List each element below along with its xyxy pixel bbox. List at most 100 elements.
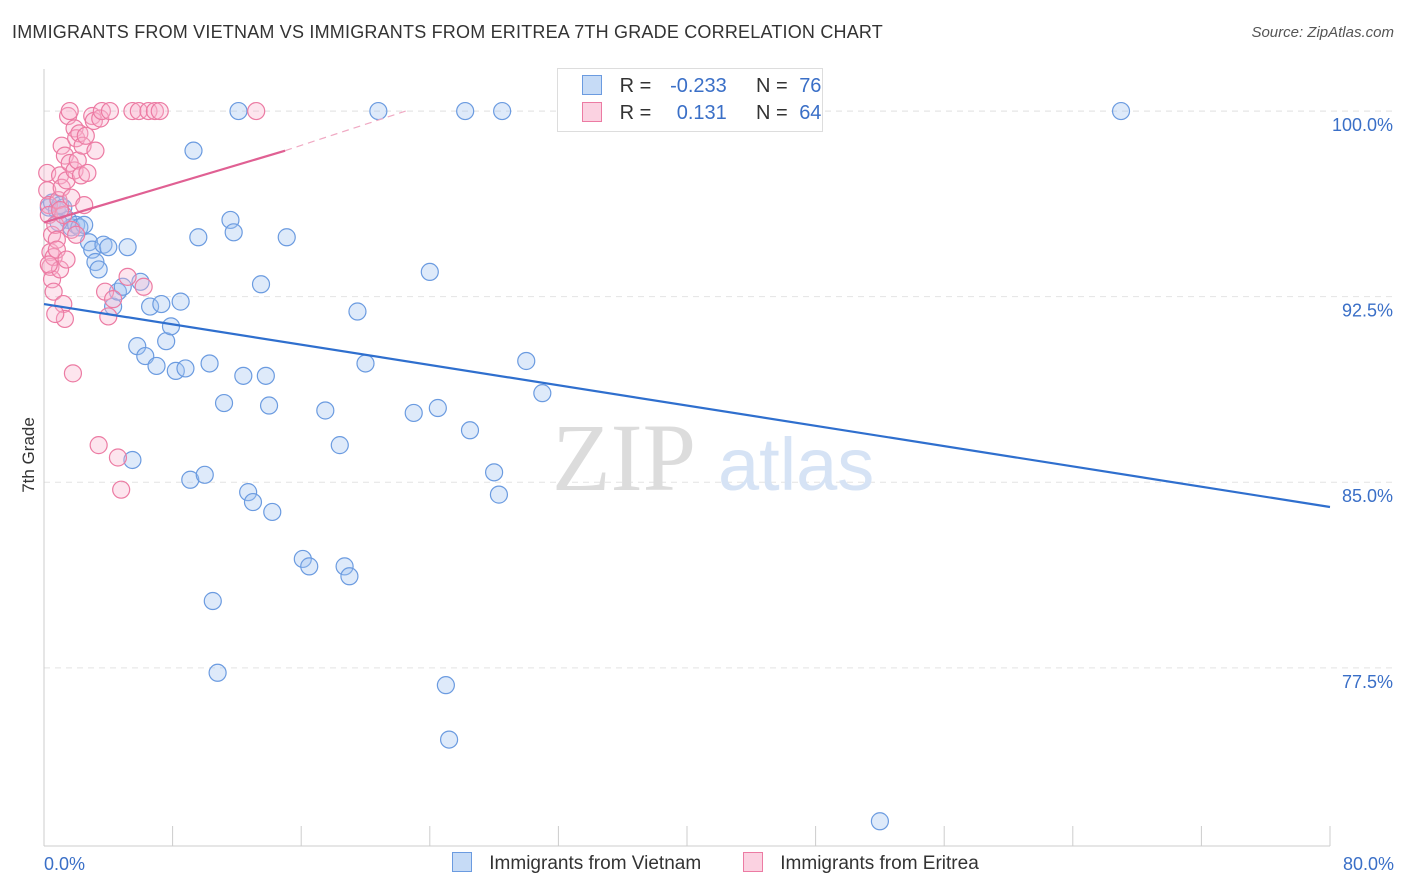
vietnam-point — [113, 277, 132, 296]
eritrea-point — [118, 267, 137, 286]
y-axis-title: 7th Grade — [19, 417, 38, 493]
vietnam-point — [176, 359, 195, 378]
vietnam-point — [243, 492, 263, 512]
eritrea-point — [99, 307, 118, 326]
r-value-vietnam: -0.233 — [670, 75, 727, 97]
vietnam-point — [259, 396, 279, 415]
vietnam-point — [152, 294, 171, 314]
vietnam-point — [123, 450, 142, 470]
legend-label-vietnam: Immigrants from Vietnam — [489, 853, 702, 874]
vietnam-point — [300, 557, 319, 576]
eritrea-point — [104, 290, 123, 309]
vietnam-point — [189, 228, 208, 247]
vietnam-point — [489, 485, 509, 504]
eritrea-point — [55, 309, 74, 329]
eritrea-point — [91, 109, 110, 128]
vietnam-point — [356, 354, 375, 373]
watermark-zip: ZIP — [552, 404, 696, 511]
vietnam-point — [420, 262, 439, 282]
vietnam-point — [456, 101, 475, 121]
r-label: R = — [619, 75, 652, 97]
eritrea-point — [44, 282, 63, 301]
grid-lines — [44, 110, 1394, 669]
vietnam-point — [348, 302, 367, 321]
eritrea-point — [52, 136, 71, 155]
vietnam-point — [439, 730, 459, 749]
x-tick-label-min: 0.0% — [44, 854, 85, 874]
eritrea-point — [150, 101, 169, 121]
vietnam-point — [533, 384, 552, 403]
eritrea-point — [108, 448, 128, 467]
eritrea-point — [134, 277, 153, 296]
vietnam-point — [89, 260, 108, 279]
vietnam-point — [460, 421, 480, 440]
vietnam-point — [517, 351, 536, 371]
vietnam-point — [147, 356, 166, 376]
watermark: ZIP atlas — [552, 404, 874, 511]
y-tick-label: 85.0% — [1342, 486, 1393, 506]
n-label: N = — [755, 102, 788, 124]
vietnam-point — [184, 141, 203, 160]
vietnam-point — [200, 354, 219, 373]
vietnam-point — [340, 567, 359, 586]
vietnam-point — [436, 676, 455, 695]
eritrea-point — [50, 260, 70, 279]
n-value-vietnam: 76 — [799, 75, 822, 97]
eritrea-point — [145, 101, 165, 121]
y-tick-label: 77.5% — [1342, 672, 1393, 692]
eritrea-point — [67, 225, 86, 244]
vietnam-point — [203, 591, 222, 611]
legend-label-eritrea: Immigrants from Eritrea — [780, 853, 979, 874]
watermark-atlas: atlas — [718, 423, 874, 506]
eritrea-trend-line — [43, 149, 286, 224]
vietnam-point — [208, 663, 227, 682]
chart-title: IMMIGRANTS FROM VIETNAM VS IMMIGRANTS FR… — [12, 22, 883, 42]
vietnam-point — [369, 101, 388, 121]
eritrea-point — [60, 101, 79, 121]
eritrea-point — [129, 101, 148, 121]
eritrea-swatch — [582, 102, 602, 122]
eritrea-point — [39, 195, 58, 215]
n-label: N = — [755, 75, 788, 97]
vietnam-point — [224, 223, 243, 242]
vietnam-point — [239, 483, 258, 502]
vietnam-point — [214, 393, 234, 413]
vietnam-point — [404, 403, 423, 423]
eritrea-trend-extension — [284, 110, 406, 152]
vietnam-trend-line — [43, 302, 1331, 509]
vietnam-point — [234, 366, 253, 385]
legend-item-vietnam[interactable]: Immigrants from Vietnam — [452, 852, 701, 875]
vietnam-point — [485, 463, 504, 482]
vietnam-swatch — [582, 75, 602, 95]
vietnam-point — [335, 557, 354, 576]
vietnam-point — [118, 238, 137, 257]
r-label: R = — [619, 102, 652, 124]
eritrea-point — [47, 240, 66, 259]
legend-item-eritrea[interactable]: Immigrants from Eritrea — [743, 852, 979, 875]
eritrea-point — [89, 436, 108, 455]
vietnam-point — [1111, 101, 1131, 121]
eritrea-point — [76, 126, 95, 145]
vietnam-point — [99, 238, 118, 257]
x-tick-label-max: 80.0% — [1343, 854, 1394, 874]
vietnam-point — [293, 549, 312, 569]
eritrea-point — [78, 163, 97, 183]
eritrea-legend-swatch — [743, 852, 763, 872]
vietnam-point — [94, 235, 113, 254]
eritrea-point — [100, 101, 120, 121]
y-tick-label: 100.0% — [1332, 115, 1393, 135]
vietnam-point — [870, 812, 890, 831]
stats-legend-row-eritrea: R = 0.131 N = 64 — [582, 102, 821, 126]
eritrea-point — [123, 101, 142, 121]
eritrea-point — [46, 304, 65, 324]
vietnam-point — [161, 317, 181, 336]
vietnam-point — [251, 275, 271, 294]
eritrea-point — [86, 141, 105, 160]
vietnam-legend-swatch — [452, 852, 472, 872]
n-value-eritrea: 64 — [799, 102, 822, 124]
chart-source: Source: ZipAtlas.com — [1251, 24, 1394, 41]
vietnam-point — [330, 436, 349, 455]
vietnam-point — [263, 502, 282, 522]
vietnam-point — [316, 401, 335, 420]
